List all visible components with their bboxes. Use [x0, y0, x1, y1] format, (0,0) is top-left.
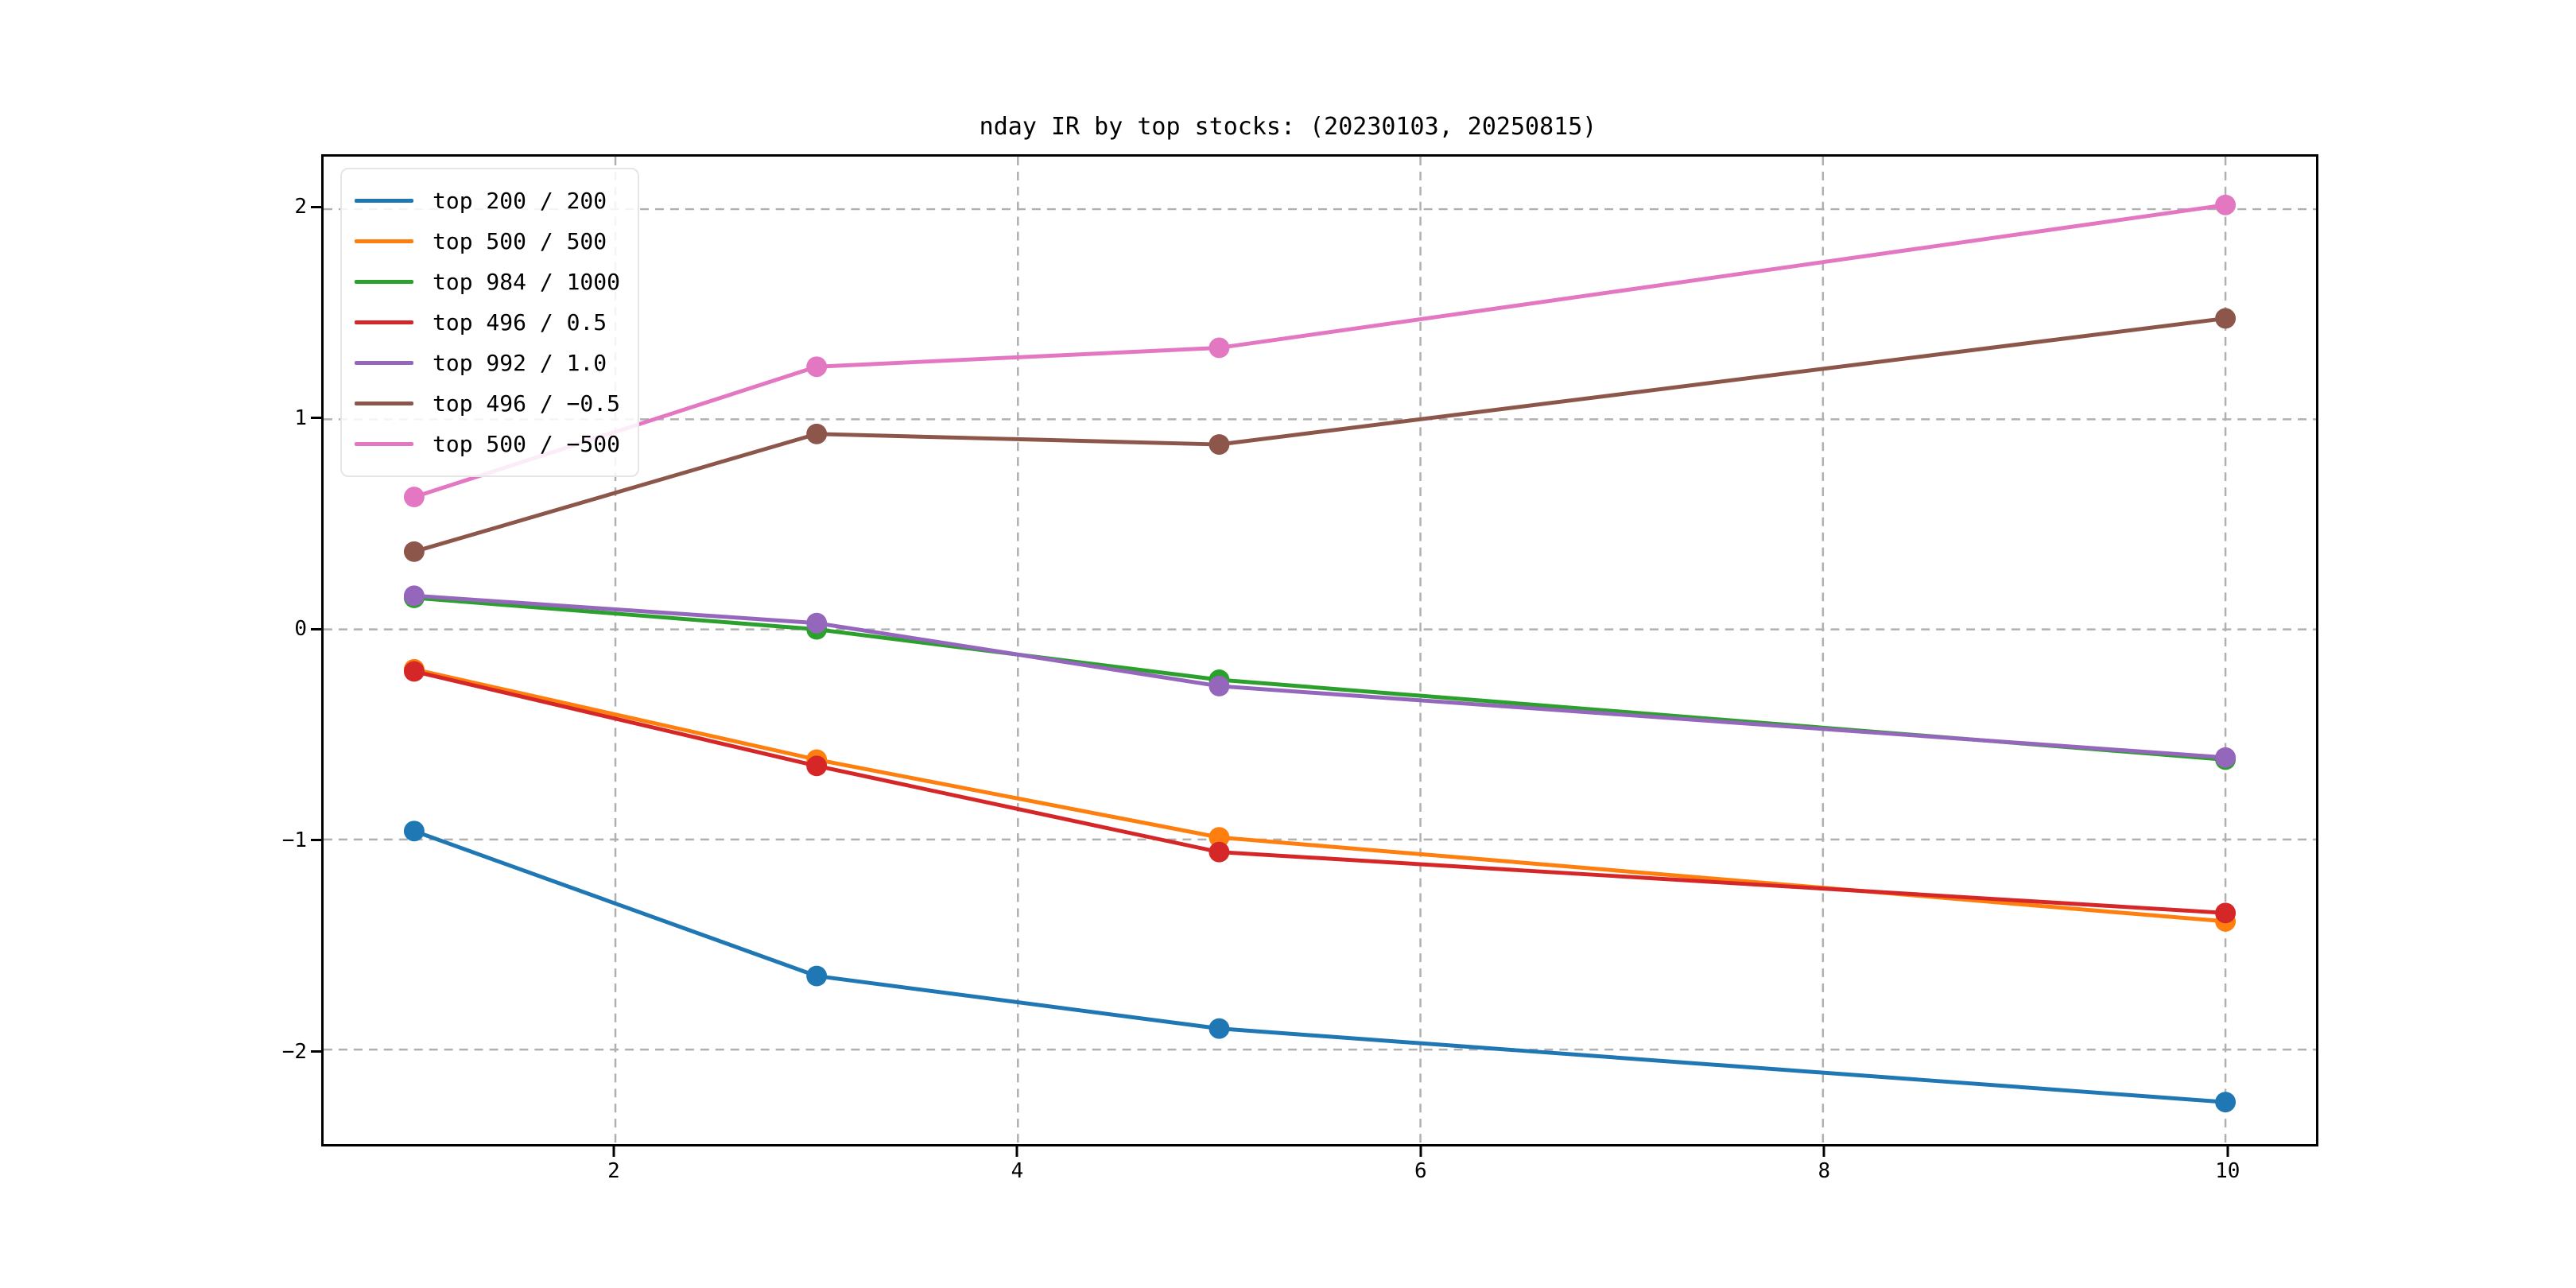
legend-item[interactable]: top 500 / −500	[355, 424, 620, 464]
data-point-marker	[806, 612, 828, 634]
y-tick-label: −1	[281, 828, 307, 852]
legend-color-swatch	[355, 280, 413, 284]
y-axis-tick-marks	[301, 154, 321, 1146]
series-line	[412, 593, 2228, 760]
data-point-marker	[403, 821, 425, 842]
data-point-marker	[403, 585, 425, 607]
legend-color-swatch	[355, 199, 413, 203]
plot-area	[321, 154, 2318, 1146]
legend-color-swatch	[355, 320, 413, 324]
series-3	[403, 661, 2237, 924]
series-line	[412, 667, 2228, 924]
legend-color-swatch	[355, 442, 413, 446]
data-point-marker	[403, 541, 425, 562]
series-4	[403, 585, 2237, 768]
legend-color-swatch	[355, 239, 413, 243]
data-point-marker	[1208, 827, 1230, 848]
legend-item[interactable]: top 496 / −0.5	[355, 383, 620, 424]
y-tick-label: 0	[294, 617, 307, 642]
y-tick-mark	[311, 205, 321, 208]
legend-item[interactable]: top 500 / 500	[355, 221, 620, 262]
data-point-marker	[2215, 194, 2237, 215]
legend-item[interactable]: top 984 / 1000	[355, 262, 620, 302]
data-point-marker	[1208, 337, 1230, 359]
series-5	[403, 308, 2237, 562]
legend-item[interactable]: top 992 / 1.0	[355, 343, 620, 383]
y-tick-mark	[311, 627, 321, 630]
legend-item-label: top 984 / 1000	[433, 268, 621, 295]
legend-item-label: top 500 / −500	[433, 430, 621, 457]
legend-item-label: top 496 / 0.5	[433, 308, 607, 336]
data-point-marker	[403, 661, 425, 682]
series-0	[403, 821, 2237, 1113]
data-point-marker	[2215, 747, 2237, 768]
chart-legend: top 200 / 200 top 500 / 500 top 984 / 1000…	[340, 168, 640, 477]
legend-item-label: top 200 / 200	[433, 187, 607, 214]
x-tick-mark	[1015, 1146, 1018, 1157]
series-line	[412, 669, 2228, 915]
legend-item[interactable]: top 200 / 200	[355, 180, 620, 221]
y-tick-label: 1	[294, 405, 307, 430]
data-point-marker	[403, 487, 425, 508]
x-tick-label: 4	[1011, 1159, 1024, 1183]
series-line	[412, 316, 2228, 554]
data-point-marker	[2215, 308, 2237, 329]
data-point-marker	[2215, 902, 2237, 924]
x-tick-label: 2	[607, 1159, 620, 1183]
x-tick-mark	[1822, 1146, 1825, 1157]
y-tick-mark	[311, 1050, 321, 1053]
x-tick-label: 8	[1818, 1159, 1831, 1183]
data-point-marker	[2215, 1092, 2237, 1113]
data-point-marker	[806, 356, 828, 378]
series-line	[412, 828, 2228, 1104]
data-point-marker	[806, 755, 828, 777]
data-point-marker	[1208, 841, 1230, 863]
legend-item[interactable]: top 496 / 0.5	[355, 302, 620, 343]
data-point-marker	[806, 423, 828, 444]
x-tick-mark	[1419, 1146, 1422, 1157]
y-tick-mark	[311, 839, 321, 842]
y-tick-label: −2	[281, 1039, 307, 1064]
x-tick-mark	[2226, 1146, 2229, 1157]
y-axis-tick-labels: 2 1 0 −1 −2	[239, 154, 307, 1146]
legend-item-label: top 992 / 1.0	[433, 349, 607, 376]
x-tick-label: 10	[2215, 1159, 2240, 1183]
data-point-marker	[1208, 434, 1230, 455]
legend-color-swatch	[355, 361, 413, 365]
data-point-marker	[1208, 1018, 1230, 1039]
page-title: nday IR by top stocks: (20230103, 202508…	[979, 113, 1597, 141]
legend-item-label: top 496 / −0.5	[433, 390, 621, 417]
y-tick-mark	[311, 417, 321, 420]
data-point-marker	[1208, 675, 1230, 696]
legend-item-label: top 500 / 500	[433, 227, 607, 254]
x-axis-tick-marks	[321, 1146, 2318, 1167]
x-tick-mark	[612, 1146, 615, 1157]
x-tick-label: 6	[1414, 1159, 1427, 1183]
data-point-marker	[806, 965, 828, 987]
x-axis-tick-labels: 2 4 6 8 10	[321, 1159, 2318, 1197]
gridlines	[324, 157, 2316, 1144]
y-tick-label: 2	[294, 195, 307, 219]
legend-color-swatch	[355, 402, 413, 405]
series-layer	[403, 194, 2237, 1113]
series-1	[403, 658, 2237, 932]
